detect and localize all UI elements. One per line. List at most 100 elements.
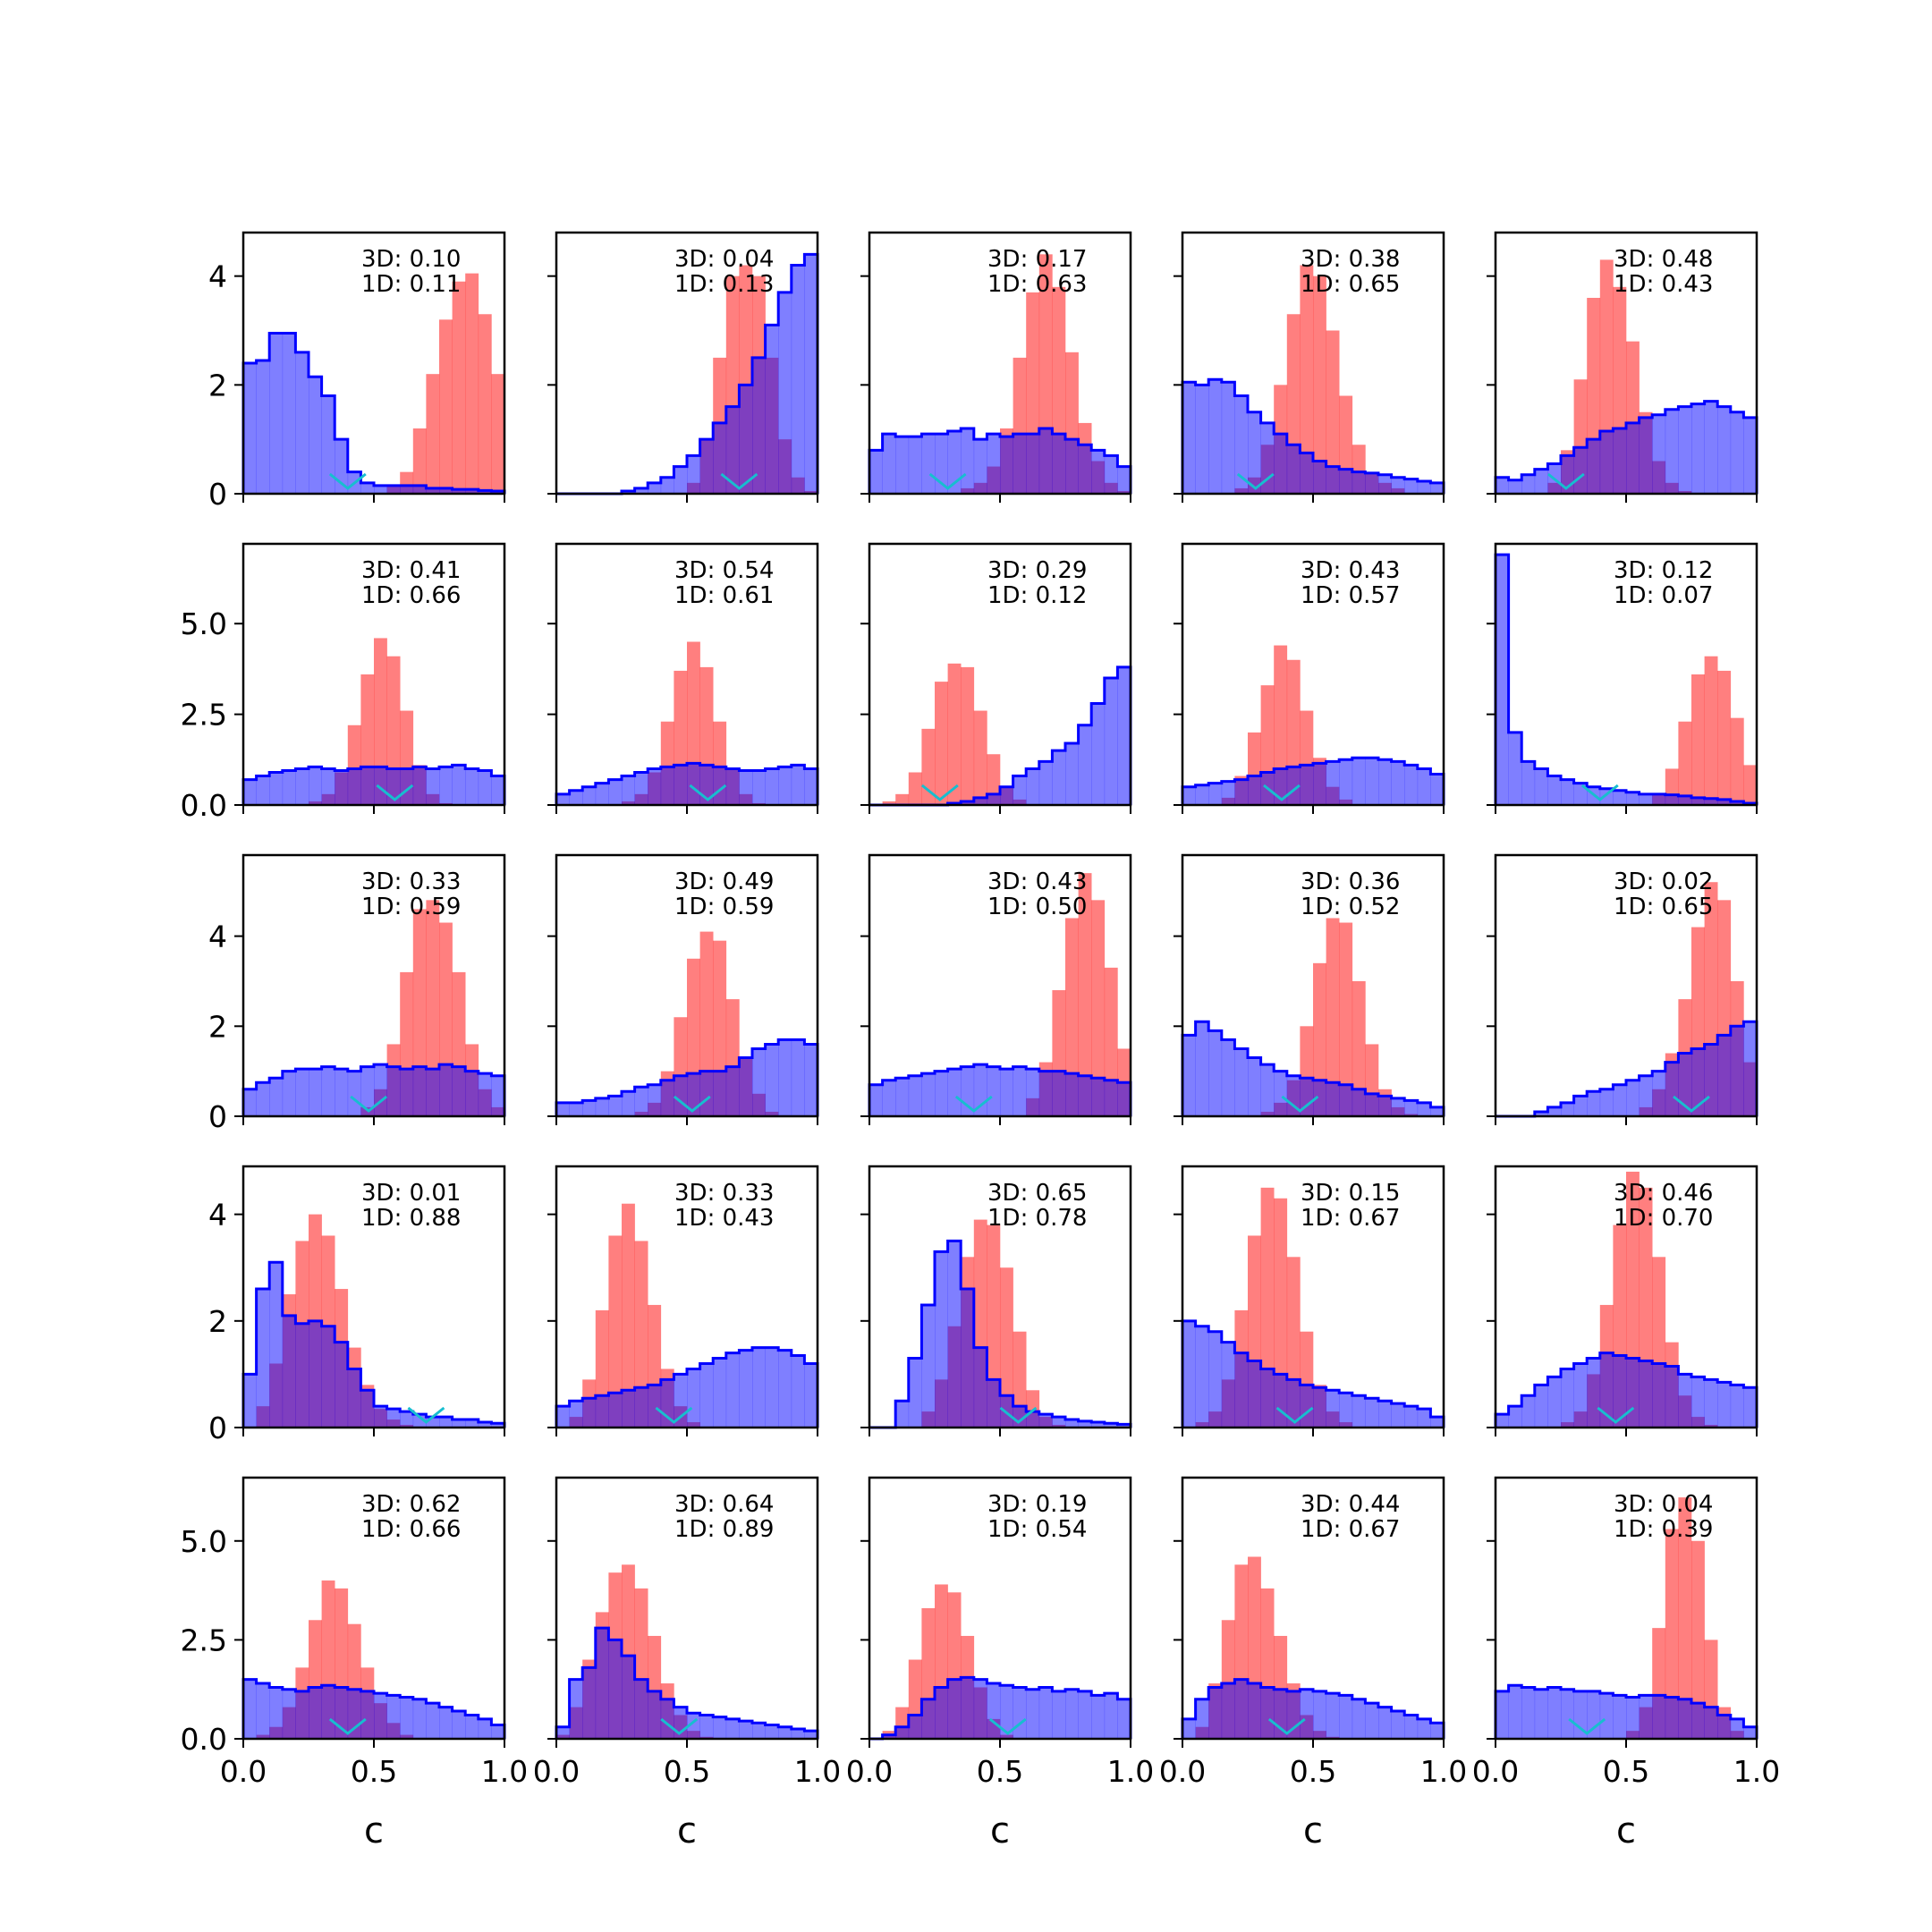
blue-histogram-bar — [1404, 1715, 1419, 1739]
annotation-1d: 1D: 0.07 — [1614, 582, 1713, 609]
blue-histogram-bar — [309, 767, 322, 805]
x-tick-label: 1.0 — [1107, 1754, 1154, 1789]
blue-histogram-bar — [1430, 774, 1445, 805]
blue-histogram-bar — [478, 490, 492, 494]
blue-histogram-bar — [309, 377, 322, 494]
blue-histogram-bar — [1704, 1044, 1718, 1116]
blue-histogram-bar — [269, 333, 284, 494]
blue-histogram-bar — [282, 770, 296, 805]
blue-histogram-bar — [321, 1066, 335, 1116]
blue-histogram-bar — [987, 1379, 1001, 1428]
blue-histogram-bar — [1274, 434, 1288, 494]
blue-histogram-bar — [1052, 750, 1066, 805]
annotation-3d: 3D: 0.54 — [674, 557, 774, 584]
blue-histogram-bar — [660, 1699, 674, 1739]
blue-histogram-bar — [374, 1406, 387, 1428]
blue-histogram-bar — [1078, 1690, 1092, 1739]
red-histogram-bar — [452, 281, 466, 494]
blue-histogram-bar — [1091, 1422, 1106, 1428]
blue-histogram-bar — [1613, 1695, 1627, 1739]
blue-histogram-bar — [256, 1683, 270, 1739]
blue-histogram-bar — [1730, 1026, 1744, 1116]
blue-histogram-bar — [1691, 1377, 1705, 1428]
blue-histogram-bar — [687, 455, 700, 494]
blue-histogram-bar — [595, 1628, 609, 1739]
blue-histogram-bar — [412, 1066, 427, 1116]
x-tick-label: 0.5 — [351, 1754, 397, 1789]
blue-histogram-bar — [1038, 1414, 1053, 1428]
marker-point — [328, 1717, 367, 1735]
marker-point — [350, 1095, 388, 1113]
blue-histogram-bar — [426, 487, 440, 494]
blue-histogram-bar — [921, 1699, 936, 1739]
y-tick-label: 4 — [208, 1198, 227, 1233]
annotation-3d: 3D: 0.04 — [1614, 1491, 1713, 1518]
blue-histogram-bar — [935, 1251, 948, 1428]
blue-histogram-bar — [360, 767, 375, 805]
blue-histogram-bar — [1417, 1102, 1431, 1116]
blue-histogram-bar — [1496, 1414, 1509, 1428]
blue-histogram-bar — [752, 770, 766, 805]
blue-histogram-bar — [347, 1071, 361, 1116]
annotation-1d: 1D: 0.57 — [1301, 582, 1400, 609]
blue-histogram-bar — [256, 775, 270, 805]
blue-histogram-bar — [256, 1082, 270, 1116]
red-histogram-bar — [439, 319, 453, 494]
blue-histogram-bar — [660, 1080, 674, 1116]
annotation-3d: 3D: 0.43 — [987, 869, 1087, 895]
red-histogram-bar — [1326, 918, 1340, 1116]
blue-histogram-bar — [243, 1679, 257, 1739]
blue-histogram-bar — [1260, 1064, 1275, 1116]
blue-histogram-bar — [1717, 1035, 1732, 1116]
blue-histogram-bar — [1326, 761, 1340, 805]
blue-histogram-bar — [1730, 1385, 1744, 1428]
red-histogram-bar — [987, 754, 1001, 805]
blue-histogram-bar — [1104, 455, 1118, 494]
marker-point — [328, 472, 367, 490]
blue-histogram-bar — [921, 1304, 936, 1428]
blue-histogram-bar — [921, 1073, 936, 1116]
y-tick-label: 5.0 — [181, 1524, 227, 1559]
blue-histogram-bar — [882, 434, 896, 494]
blue-histogram-bar — [556, 1726, 570, 1739]
blue-histogram-bar — [1365, 1093, 1379, 1116]
x-tick-label: 0.0 — [1472, 1754, 1519, 1789]
blue-histogram-bar — [1404, 479, 1419, 494]
blue-histogram-bar — [987, 1683, 1001, 1739]
blue-histogram-outline — [868, 427, 1132, 494]
blue-histogram-bar — [1026, 1069, 1040, 1116]
x-tick-label: 0.5 — [977, 1754, 1023, 1789]
blue-histogram-bar — [1000, 436, 1013, 495]
blue-histogram-bar — [895, 1078, 910, 1116]
blue-histogram-bar — [961, 1677, 975, 1739]
blue-histogram-bar — [386, 1066, 401, 1116]
blue-histogram-bar — [309, 1069, 322, 1116]
red-histogram-bar — [987, 1224, 1001, 1428]
annotation-3d: 3D: 0.19 — [987, 1491, 1087, 1518]
blue-histogram-bar — [648, 1385, 662, 1428]
blue-histogram-outline — [869, 1675, 1132, 1741]
blue-histogram-bar — [1221, 1683, 1235, 1739]
blue-histogram-bar — [347, 768, 361, 805]
blue-histogram-bar — [634, 487, 648, 494]
blue-histogram-bar — [947, 1241, 962, 1428]
blue-histogram-bar — [478, 770, 492, 805]
red-histogram-bar — [935, 682, 948, 805]
blue-histogram-bar — [321, 395, 335, 494]
x-axis-label: c — [1303, 1810, 1323, 1852]
blue-histogram-bar — [1065, 743, 1079, 805]
blue-histogram-bar — [660, 767, 674, 805]
blue-histogram-bar — [1117, 1424, 1131, 1428]
red-histogram-bar — [1352, 980, 1366, 1116]
annotation-1d: 1D: 0.65 — [1301, 271, 1400, 298]
blue-histogram-outline — [869, 1239, 1132, 1429]
blue-histogram-bar — [1065, 439, 1079, 494]
marker-point — [1281, 1095, 1319, 1113]
blue-histogram-bar — [739, 1057, 753, 1116]
blue-histogram-bar — [282, 1071, 296, 1116]
blue-histogram-bar — [1038, 761, 1053, 805]
blue-histogram-outline — [555, 761, 819, 805]
